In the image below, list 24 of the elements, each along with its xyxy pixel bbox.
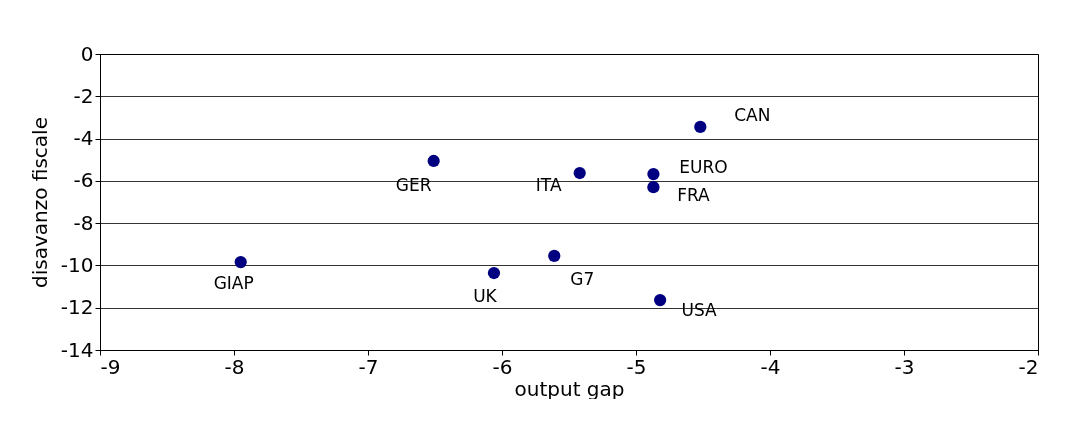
y-tick-label: -2 xyxy=(73,83,94,108)
y-tick-label: -12 xyxy=(60,295,94,320)
x-tick-label: -4 xyxy=(760,354,781,379)
annotation: CAN xyxy=(734,104,771,125)
annotation: EURO xyxy=(679,157,728,178)
annotation: GIAP xyxy=(213,273,254,294)
x-axis-title: output gap xyxy=(514,376,625,401)
y-tick-label: -4 xyxy=(73,126,94,151)
y-tick-label: -6 xyxy=(73,168,94,193)
x-tick-label: -6 xyxy=(492,354,513,379)
y-tick-label: -14 xyxy=(60,337,94,362)
x-tick-label: -9 xyxy=(100,354,121,379)
annotation: G7 xyxy=(570,268,595,289)
y-tick-label: -8 xyxy=(73,210,94,235)
x-tick-label: -2 xyxy=(1018,354,1039,379)
y-tick-label: 0 xyxy=(80,41,94,66)
y-tick-label: -10 xyxy=(60,252,94,277)
x-tick-label: -7 xyxy=(358,354,379,379)
x-tick-label: -8 xyxy=(224,354,245,379)
x-tick-label: -5 xyxy=(626,354,647,379)
x-tick-label: -3 xyxy=(894,354,915,379)
annotation: FRA xyxy=(677,185,711,206)
annotation: UK xyxy=(473,286,498,307)
y-axis-title: disavanzo fiscale xyxy=(27,117,52,288)
